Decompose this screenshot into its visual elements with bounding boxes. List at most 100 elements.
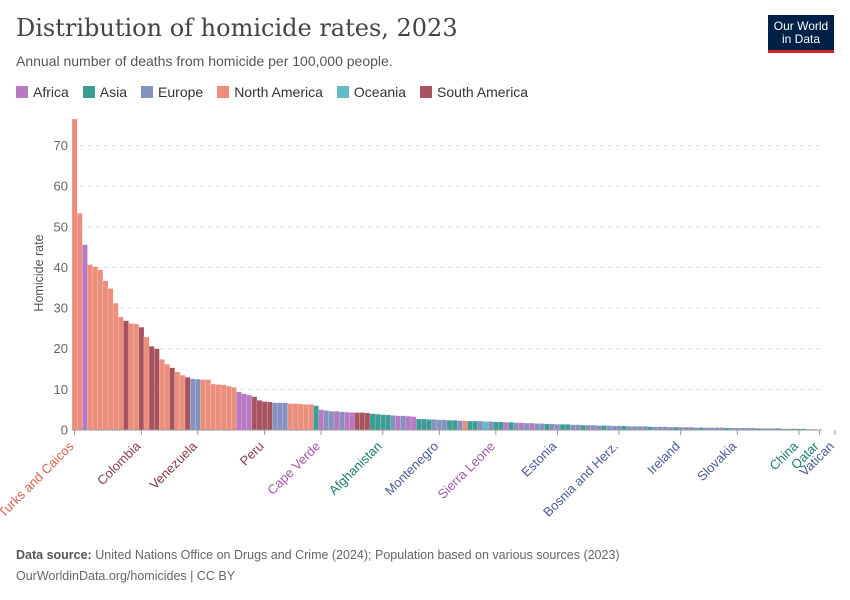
bar-42 [287, 403, 294, 431]
legend-item-europe[interactable]: Europe [141, 84, 203, 100]
bar-72 [441, 419, 448, 431]
bar-92 [544, 423, 551, 431]
legend-label-north-america: North America [234, 84, 323, 100]
bar-94 [554, 424, 561, 431]
legend-item-oceania[interactable]: Oceania [336, 84, 407, 100]
bar-28 [215, 384, 222, 431]
legend-swatch-africa [16, 86, 28, 98]
bar-15 [148, 346, 155, 431]
logo-line-1: Our World [773, 19, 829, 33]
bar-44 [297, 403, 304, 431]
owid-logo[interactable]: Our World in Data [768, 15, 834, 53]
bar-54 [349, 412, 355, 431]
legend-label-oceania: Oceania [353, 84, 407, 100]
bar-43 [292, 403, 299, 431]
bar-95 [559, 424, 566, 431]
bar-17 [159, 359, 165, 431]
legend-swatch-oceania [336, 86, 349, 98]
bar-61 [385, 414, 391, 431]
legend-label-europe: Europe [158, 84, 204, 100]
bar-48 [318, 409, 324, 431]
legend-item-africa[interactable]: Africa [16, 84, 69, 100]
bar-71 [436, 419, 443, 431]
bar-91 [539, 423, 545, 431]
x-tick-label-colombia: Colombia [94, 438, 144, 488]
legend-label-south-america: South America [437, 84, 529, 100]
bar-23 [189, 378, 196, 431]
y-tick-label-60: 60 [54, 179, 68, 194]
y-tick-label-40: 40 [54, 260, 68, 275]
bar-41 [282, 402, 289, 431]
bar-9 [118, 316, 124, 431]
bar-11 [128, 323, 134, 431]
bar-81 [487, 421, 494, 431]
bar-77 [467, 420, 473, 431]
bar-96 [564, 424, 571, 431]
bar-40 [277, 402, 283, 431]
legend-label-asia: Asia [99, 84, 128, 100]
bar-99 [580, 424, 586, 431]
bar-84 [503, 422, 509, 431]
bar-90 [534, 423, 540, 431]
bar-100 [585, 424, 592, 431]
bar-66 [410, 416, 417, 431]
bar-76 [462, 420, 468, 431]
legend-item-north-america[interactable]: North America [217, 84, 323, 100]
bar-12 [133, 323, 140, 431]
bar-45 [302, 404, 309, 431]
bar-35 [251, 396, 258, 431]
legend: Africa Asia Europe North America Oceania… [16, 84, 528, 100]
bar-3 [87, 264, 93, 431]
x-tick-label-afghanistan: Afghanistan [326, 439, 385, 498]
bar-97 [570, 424, 576, 431]
legend-label-africa: Africa [33, 84, 69, 100]
bar-25 [200, 379, 206, 431]
bar-106 [616, 425, 622, 431]
x-tick-label-estonia: Estonia [518, 438, 560, 480]
legend-swatch-asia [82, 86, 95, 98]
footer-url[interactable]: OurWorldinData.org/homicides | CC BY [16, 569, 236, 583]
bar-38 [267, 401, 273, 431]
y-axis-title: Homicide rate [32, 234, 46, 311]
x-tick-label-cape-verde: Cape Verde [264, 439, 323, 498]
bar-65 [405, 416, 412, 431]
bar-74 [451, 420, 458, 431]
bar-105 [611, 425, 617, 431]
bar-102 [595, 425, 602, 431]
bar-10 [123, 320, 129, 431]
bar-101 [590, 424, 597, 431]
bar-83 [498, 421, 504, 431]
data-source-text[interactable]: United Nations Office on Drugs and Crime… [95, 548, 620, 562]
bar-13 [138, 326, 145, 431]
bar-70 [431, 419, 438, 431]
bar-98 [575, 424, 581, 431]
bar-89 [529, 422, 535, 431]
legend-swatch-south-america [420, 86, 433, 98]
bar-56 [359, 412, 366, 431]
bar-53 [344, 411, 350, 431]
bar-103 [600, 425, 607, 431]
chart-title: Distribution of homicide rates, 2023 [16, 14, 458, 42]
legend-item-asia[interactable]: Asia [82, 84, 128, 100]
bar-109 [631, 426, 638, 431]
bar-88 [523, 422, 530, 431]
bar-6 [102, 280, 109, 431]
bar-57 [364, 412, 371, 431]
bar-64 [400, 415, 407, 431]
legend-swatch-europe [141, 86, 154, 98]
bar-26 [205, 379, 211, 431]
bar-1 [76, 213, 83, 431]
bar-51 [333, 411, 340, 431]
legend-item-south-america[interactable]: South America [420, 84, 528, 100]
bar-111 [642, 426, 648, 431]
bar-63 [395, 415, 402, 431]
bar-80 [482, 421, 489, 431]
bar-55 [354, 412, 360, 431]
bar-79 [477, 420, 484, 431]
bar-7 [107, 288, 114, 431]
bar-78 [472, 420, 479, 431]
bar-86 [513, 422, 520, 431]
bar-108 [626, 426, 633, 431]
data-source: Data source: United Nations Office on Dr… [16, 548, 620, 562]
